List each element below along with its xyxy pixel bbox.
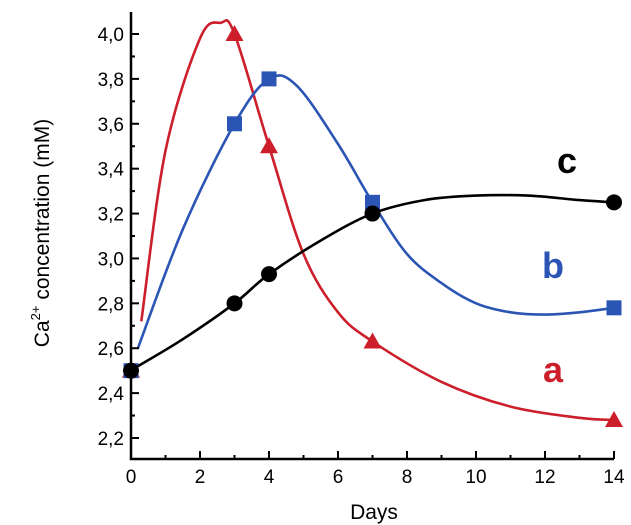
series-line-a bbox=[140, 19, 615, 422]
data-point-a bbox=[260, 137, 278, 154]
x-tick-label: 10 bbox=[465, 467, 486, 488]
x-tick-label: 12 bbox=[534, 467, 555, 488]
y-tick-label: 3,4 bbox=[98, 160, 125, 181]
data-point-a bbox=[605, 411, 623, 428]
data-point-a bbox=[363, 332, 382, 349]
data-point-c bbox=[606, 194, 622, 211]
data-point-b bbox=[606, 300, 622, 316]
series-b bbox=[123, 71, 622, 379]
axes: 0 2 4 6 8 10 12 14 2,2 2,4 2,6 2,8 3,0 3,2 3,4 3,6 3,8 4,… bbox=[98, 12, 625, 488]
y-tick-label: 4,0 bbox=[98, 25, 124, 46]
x-tick-label: 4 bbox=[264, 467, 275, 488]
y-tick-label: 3,2 bbox=[98, 205, 124, 226]
y-axis-title: Ca2+ concentration (mM) bbox=[28, 119, 54, 347]
y-tick-label: 3,8 bbox=[98, 70, 124, 91]
data-point-b bbox=[261, 71, 277, 87]
x-tick-label: 14 bbox=[603, 467, 625, 488]
x-tick-label: 6 bbox=[333, 467, 344, 488]
series-label-b: b bbox=[542, 245, 564, 286]
x-axis-title: Days bbox=[350, 501, 398, 524]
axis-frame bbox=[129, 12, 614, 461]
plot-marks bbox=[122, 19, 623, 428]
y-tick-label: 3,0 bbox=[98, 249, 124, 270]
data-point-c bbox=[226, 295, 243, 312]
data-point-b bbox=[227, 116, 242, 132]
y-tick-label: 3,6 bbox=[98, 115, 124, 136]
y-tick-label: 2,8 bbox=[98, 294, 124, 315]
y-tick-label: 2,2 bbox=[98, 429, 124, 450]
data-point-b bbox=[365, 194, 380, 210]
data-point-a bbox=[225, 25, 244, 41]
data-point-c bbox=[364, 205, 381, 222]
x-tick-label: 8 bbox=[402, 467, 413, 488]
y-tick-label: 2,4 bbox=[98, 384, 125, 405]
series-label-c: c bbox=[557, 140, 577, 181]
series-label-a: a bbox=[543, 349, 564, 390]
x-tick-label: 0 bbox=[126, 467, 137, 488]
x-tick-label: 2 bbox=[195, 467, 206, 488]
data-point-c bbox=[261, 266, 277, 283]
y-tick-label: 2,6 bbox=[98, 339, 124, 360]
